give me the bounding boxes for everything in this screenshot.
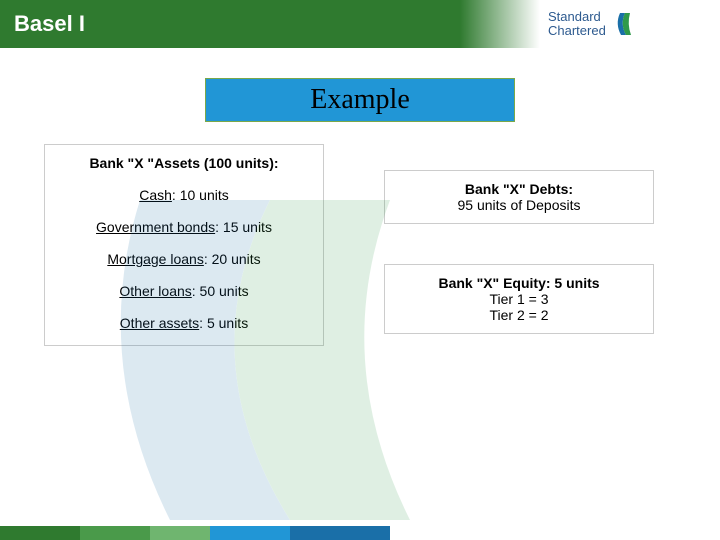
asset-value: : 15 units <box>215 219 272 235</box>
asset-value: : 5 units <box>199 315 248 331</box>
asset-value: : 20 units <box>204 251 261 267</box>
brand-name: Standard Chartered <box>548 10 606 39</box>
slide-header: Basel I Standard Chartered <box>0 0 720 48</box>
brand-line-1: Standard <box>548 10 606 24</box>
slide-title: Basel I <box>14 11 85 37</box>
asset-label: Other loans <box>119 283 191 299</box>
header-gradient <box>460 0 540 48</box>
brand-icon <box>612 11 638 37</box>
assets-box: Bank "X "Assets (100 units): Cash: 10 un… <box>44 144 324 346</box>
example-banner: Example <box>205 78 515 122</box>
equity-box: Bank "X" Equity: 5 units Tier 1 = 3 Tier… <box>384 264 654 334</box>
asset-label: Government bonds <box>96 219 215 235</box>
debts-line: 95 units of Deposits <box>393 197 645 213</box>
liabilities-column: Bank "X" Debts: 95 units of Deposits Ban… <box>384 144 654 346</box>
content-area: Bank "X "Assets (100 units): Cash: 10 un… <box>0 144 720 346</box>
asset-line: Government bonds: 15 units <box>55 219 313 235</box>
footer-bar-segment <box>210 526 290 540</box>
equity-tier1: Tier 1 = 3 <box>393 291 645 307</box>
equity-title: Bank "X" Equity: 5 units <box>393 275 645 291</box>
brand-logo: Standard Chartered <box>548 10 638 39</box>
asset-line: Mortgage loans: 20 units <box>55 251 313 267</box>
assets-column: Bank "X "Assets (100 units): Cash: 10 un… <box>44 144 324 346</box>
assets-title: Bank "X "Assets (100 units): <box>55 155 313 171</box>
footer-bar-segment <box>0 526 80 540</box>
footer-bars <box>0 526 720 540</box>
asset-label: Cash <box>139 187 172 203</box>
footer-bar-segment <box>390 526 720 540</box>
asset-label: Other assets <box>120 315 199 331</box>
asset-value: : 10 units <box>172 187 229 203</box>
footer-bar-segment <box>80 526 150 540</box>
example-label: Example <box>310 84 410 116</box>
debts-title: Bank "X" Debts: <box>393 181 645 197</box>
logo-area: Standard Chartered <box>540 0 720 48</box>
footer-bar-segment <box>290 526 390 540</box>
asset-line: Cash: 10 units <box>55 187 313 203</box>
debts-box: Bank "X" Debts: 95 units of Deposits <box>384 170 654 224</box>
asset-line: Other loans: 50 units <box>55 283 313 299</box>
footer-bar-segment <box>150 526 210 540</box>
asset-label: Mortgage loans <box>107 251 204 267</box>
equity-tier2: Tier 2 = 2 <box>393 307 645 323</box>
brand-line-2: Chartered <box>548 24 606 38</box>
asset-value: : 50 units <box>192 283 249 299</box>
asset-line: Other assets: 5 units <box>55 315 313 331</box>
